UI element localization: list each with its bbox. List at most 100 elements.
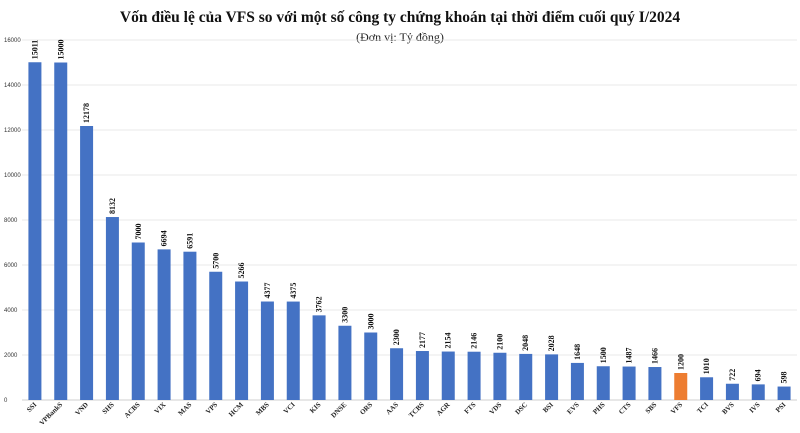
category-label-bsi: BSI — [541, 401, 555, 415]
bar-cts — [622, 366, 636, 400]
category-label-ors: ORS — [358, 401, 374, 417]
data-label-aas: 2300 — [392, 329, 401, 345]
category-label-vps: VPS — [204, 401, 219, 416]
data-label-cts: 1487 — [625, 348, 634, 364]
data-labels: 15011 15000 12178 8132 7000 6694 6591 5700 5266 4… — [30, 40, 788, 384]
data-label-fts: 2146 — [470, 333, 479, 349]
category-label-sbs: SBS — [644, 401, 659, 416]
category-label-mbs: MBS — [254, 401, 270, 417]
data-label-evs: 1648 — [573, 344, 582, 360]
category-label-evs: EVS — [566, 401, 581, 416]
data-label-vfs: 1200 — [676, 354, 685, 370]
bar-evs — [570, 362, 584, 400]
data-label-kis: 3762 — [315, 296, 324, 312]
data-label-vds: 2100 — [495, 334, 504, 350]
category-label-vnd: VND — [74, 401, 90, 417]
category-label-vpbanks: VPBankS — [38, 401, 64, 427]
data-label-agr: 2154 — [444, 333, 453, 349]
bar-bsi — [545, 354, 559, 400]
data-label-tcbs: 2177 — [418, 332, 427, 348]
data-label-acbs: 7000 — [134, 224, 143, 240]
data-label-bvs: 722 — [728, 369, 737, 381]
y-tick-label: 14000 — [4, 83, 21, 89]
data-label-sbs: 1466 — [650, 348, 659, 364]
y-tick-label: 4000 — [4, 308, 18, 314]
bars — [28, 62, 791, 401]
data-label-vnd: 12178 — [82, 103, 91, 123]
category-label-shs: SHS — [101, 401, 116, 416]
category-label-mas: MAS — [177, 401, 194, 418]
category-label-cts: CTS — [617, 401, 632, 416]
bar-mbs — [260, 301, 274, 400]
bar-vix — [157, 249, 171, 400]
category-label-agr: AGR — [435, 400, 452, 417]
bar-phs — [596, 366, 610, 400]
y-tick-label: 6000 — [4, 263, 18, 269]
category-label-tcbs: TCBS — [407, 401, 426, 420]
bar-vds — [493, 352, 507, 400]
bar-bvs — [725, 383, 739, 400]
category-label-phs: PHS — [591, 401, 606, 416]
data-label-hcm: 5266 — [237, 263, 246, 279]
y-tick-label: 8000 — [4, 218, 18, 224]
data-label-bsi: 2028 — [547, 335, 556, 351]
data-label-mas: 6591 — [185, 233, 194, 249]
data-label-phs: 1500 — [599, 347, 608, 363]
gridlines — [22, 39, 797, 401]
category-label-ivs: IVS — [748, 401, 762, 415]
data-label-vps: 5700 — [211, 253, 220, 269]
data-label-dsc: 2048 — [521, 335, 530, 351]
data-label-vci: 4375 — [289, 283, 298, 299]
bar-aas — [390, 348, 404, 400]
chart-title: Vốn điều lệ của VFS so với một số công t… — [119, 9, 681, 26]
y-tick-label: 0 — [4, 398, 8, 404]
data-label-ssi: 15011 — [30, 40, 39, 60]
bar-hcm — [235, 281, 249, 400]
y-axis-ticks: 0 2000 4000 6000 8000 10000 12000 14000 16000 — [4, 38, 21, 404]
y-tick-label: 12000 — [4, 128, 21, 134]
category-label-vfs: VFS — [669, 401, 684, 416]
bar-dnse — [338, 325, 352, 400]
category-label-vds: VDS — [488, 401, 504, 417]
bar-dsc — [519, 353, 533, 400]
bar-vpbanks — [54, 62, 68, 400]
data-label-tci: 1010 — [702, 358, 711, 374]
bar-sbs — [648, 367, 662, 400]
bar-vps — [209, 271, 223, 400]
category-label-vci: VCI — [282, 401, 297, 416]
bar-mas — [183, 251, 197, 400]
category-label-tci: TCI — [696, 401, 711, 416]
bar-tcbs — [415, 351, 429, 400]
category-labels: SSI VPBankS VND SHS ACBS VIX MAS VPS HCM MBS VCI KI… — [25, 400, 787, 427]
data-label-psi: 598 — [780, 372, 789, 384]
category-label-dsc: DSC — [514, 401, 530, 417]
data-label-mbs: 4377 — [263, 283, 272, 299]
category-label-fts: FTS — [463, 401, 478, 416]
bar-vfs — [674, 373, 688, 400]
y-tick-label: 16000 — [4, 38, 21, 44]
bar-ors — [364, 332, 378, 400]
data-label-dnse: 3300 — [340, 307, 349, 323]
data-label-shs: 8132 — [108, 198, 117, 214]
bar-kis — [312, 315, 326, 400]
y-tick-label: 10000 — [4, 173, 21, 179]
bar-agr — [441, 351, 455, 400]
category-label-hcm: HCM — [227, 400, 245, 418]
category-label-psi: PSI — [774, 401, 788, 415]
bar-tci — [700, 377, 714, 400]
bar-vnd — [80, 125, 94, 401]
category-label-bvs: BVS — [721, 401, 736, 416]
bar-acbs — [131, 242, 145, 400]
category-label-aas: AAS — [384, 401, 400, 417]
category-label-dnse: DNSE — [329, 401, 348, 420]
category-label-vix: VIX — [153, 401, 168, 416]
data-label-ivs: 694 — [754, 369, 763, 381]
bar-shs — [105, 217, 119, 400]
data-label-vix: 6694 — [160, 230, 169, 246]
data-label-ors: 3000 — [366, 314, 375, 330]
data-label-vpbanks: 15000 — [56, 40, 65, 60]
category-label-kis: KIS — [308, 401, 322, 415]
bar-fts — [467, 351, 481, 400]
bar-ssi — [28, 62, 42, 400]
